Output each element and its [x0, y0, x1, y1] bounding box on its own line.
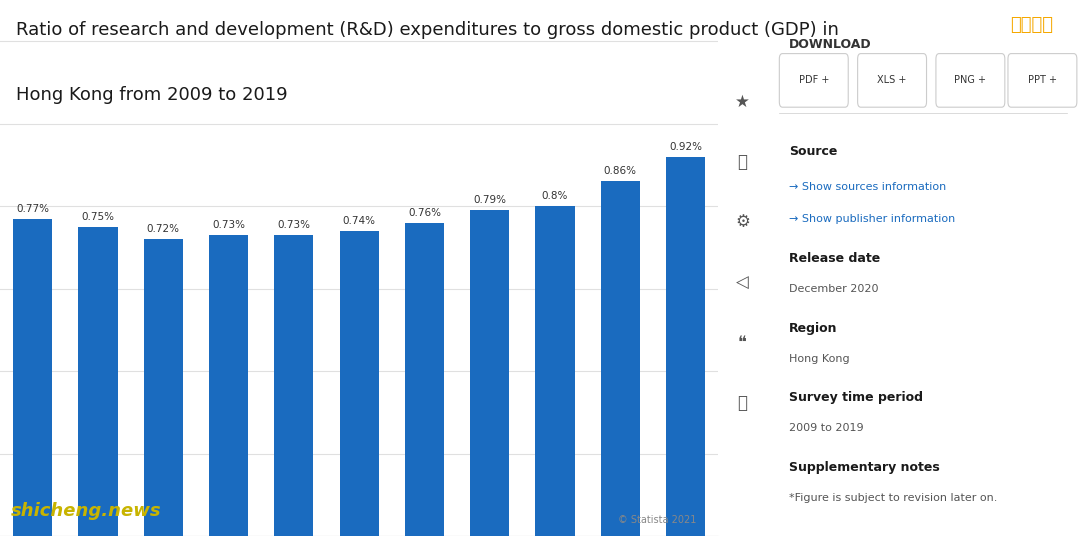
- Bar: [405, 222, 444, 536]
- Text: Ratio of research and development (R&D) expenditures to gross domestic product (: Ratio of research and development (R&D) …: [16, 21, 839, 40]
- Text: 0.75%: 0.75%: [81, 212, 114, 222]
- Text: shicheng.news: shicheng.news: [11, 502, 161, 520]
- Text: PNG +: PNG +: [955, 76, 986, 85]
- Text: Release date: Release date: [788, 252, 880, 265]
- Bar: [79, 227, 118, 536]
- FancyBboxPatch shape: [936, 54, 1004, 107]
- Text: → Show sources information: → Show sources information: [788, 182, 946, 192]
- Bar: [144, 239, 183, 536]
- Text: ⚙: ⚙: [735, 213, 750, 232]
- Bar: [339, 231, 379, 536]
- Text: 0.73%: 0.73%: [278, 220, 310, 230]
- Text: ★: ★: [735, 93, 750, 111]
- Text: *Figure is subject to revision later on.: *Figure is subject to revision later on.: [788, 493, 997, 503]
- Text: Survey time period: Survey time period: [788, 391, 922, 404]
- Bar: [208, 235, 248, 536]
- Text: DOWNLOAD: DOWNLOAD: [788, 38, 872, 50]
- Text: © Statista 2021: © Statista 2021: [618, 515, 697, 525]
- Bar: [13, 219, 52, 536]
- Text: 0.92%: 0.92%: [669, 142, 702, 152]
- Text: 🔔: 🔔: [738, 153, 747, 171]
- Bar: [536, 206, 575, 536]
- FancyBboxPatch shape: [780, 54, 848, 107]
- Text: ❝: ❝: [738, 334, 747, 352]
- Text: 狮城新闻: 狮城新闻: [1010, 16, 1053, 34]
- Text: Region: Region: [788, 322, 837, 334]
- Text: Source: Source: [788, 145, 837, 158]
- Text: 0.79%: 0.79%: [473, 195, 507, 205]
- Text: 0.74%: 0.74%: [342, 216, 376, 226]
- Text: 0.86%: 0.86%: [604, 167, 637, 176]
- Bar: [666, 157, 705, 536]
- Text: ◁: ◁: [737, 274, 748, 292]
- Text: ⎙: ⎙: [738, 394, 747, 412]
- Text: Hong Kong from 2009 to 2019: Hong Kong from 2009 to 2019: [16, 86, 288, 104]
- Text: 2009 to 2019: 2009 to 2019: [788, 423, 863, 434]
- Text: 0.72%: 0.72%: [147, 224, 179, 234]
- Bar: [470, 210, 510, 536]
- Text: Hong Kong: Hong Kong: [788, 354, 849, 364]
- Text: 0.76%: 0.76%: [408, 207, 441, 218]
- Text: 0.8%: 0.8%: [542, 191, 568, 201]
- Text: 0.73%: 0.73%: [212, 220, 245, 230]
- FancyBboxPatch shape: [858, 54, 927, 107]
- Text: PPT +: PPT +: [1028, 76, 1057, 85]
- Text: XLS +: XLS +: [877, 76, 907, 85]
- Bar: [274, 235, 313, 536]
- FancyBboxPatch shape: [1008, 54, 1077, 107]
- Bar: [600, 181, 639, 536]
- Text: PDF +: PDF +: [798, 76, 829, 85]
- Text: → Show publisher information: → Show publisher information: [788, 214, 955, 225]
- Text: 0.77%: 0.77%: [16, 204, 50, 213]
- Text: Supplementary notes: Supplementary notes: [788, 461, 940, 474]
- Text: December 2020: December 2020: [788, 284, 878, 294]
